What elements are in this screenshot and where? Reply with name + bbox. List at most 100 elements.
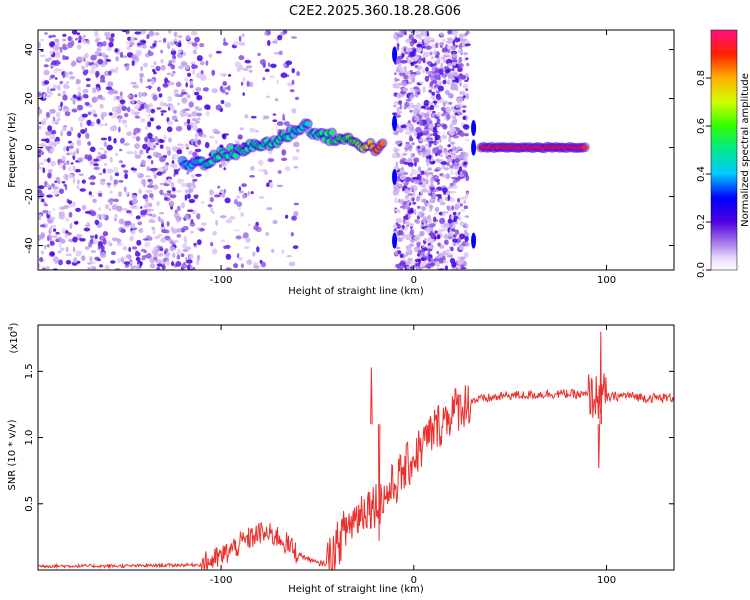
noise-speckle (185, 35, 191, 40)
noise-speckle (415, 33, 422, 39)
noise-speckle (214, 139, 218, 145)
noise-speckle (434, 230, 438, 234)
x-tick-label: 100 (597, 575, 616, 586)
noise-speckle (168, 200, 175, 207)
noise-speckle (115, 56, 120, 62)
noise-speckle (457, 198, 461, 203)
noise-speckle (407, 257, 413, 263)
snr-scale-label: (x104) (7, 322, 20, 353)
noise-speckle (447, 107, 451, 114)
noise-speckle (434, 169, 440, 172)
noise-speckle (195, 72, 202, 79)
noise-speckle (93, 113, 98, 118)
noise-speckle (456, 77, 459, 84)
noise-speckle (408, 222, 414, 227)
noise-speckle (65, 260, 72, 265)
noise-speckle (172, 239, 179, 243)
noise-speckle (282, 30, 288, 35)
noise-speckle (166, 180, 171, 185)
noise-speckle (154, 32, 160, 36)
noise-speckle (75, 37, 78, 41)
noise-speckle (95, 70, 100, 77)
noise-speckle (75, 207, 81, 212)
noise-speckle (187, 193, 191, 199)
noise-speckle (137, 263, 140, 268)
noise-speckle (156, 171, 163, 176)
noise-speckle (109, 174, 113, 182)
noise-speckle (401, 80, 407, 87)
noise-speckle (152, 229, 156, 235)
noise-speckle (140, 103, 145, 110)
noise-speckle (267, 40, 271, 46)
noise-speckle (405, 130, 412, 135)
noise-speckle (176, 254, 181, 260)
noise-speckle (42, 93, 46, 99)
noise-speckle (133, 127, 141, 134)
band-edge-mark (392, 232, 398, 249)
noise-speckle (446, 161, 450, 167)
noise-speckle (173, 174, 176, 177)
noise-speckle (436, 141, 440, 144)
noise-speckle (405, 56, 409, 62)
noise-speckle (101, 52, 107, 58)
noise-speckle (112, 90, 119, 95)
noise-speckle (240, 212, 245, 217)
noise-speckle (73, 257, 78, 264)
noise-speckle (428, 141, 432, 148)
noise-speckle (262, 77, 266, 81)
noise-speckle (167, 30, 172, 34)
noise-speckle (169, 194, 177, 199)
noise-speckle (439, 41, 444, 47)
noise-speckle (266, 182, 270, 188)
snr-scale-mantissa: (x10 (9, 331, 20, 354)
noise-speckle (185, 82, 188, 88)
noise-speckle (178, 167, 181, 171)
noise-speckle (259, 59, 266, 66)
noise-speckle (263, 115, 270, 120)
noise-speckle (51, 34, 56, 38)
noise-speckle (71, 108, 78, 113)
noise-speckle (91, 109, 97, 115)
noise-speckle (180, 253, 185, 257)
noise-speckle (396, 140, 403, 144)
noise-speckle (60, 247, 65, 251)
noise-speckle (294, 96, 300, 100)
noise-speckle (459, 91, 462, 95)
noise-speckle (47, 147, 50, 152)
noise-speckle (426, 133, 431, 139)
noise-speckle (426, 218, 432, 224)
noise-speckle (394, 77, 398, 83)
noise-speckle (420, 170, 425, 175)
noise-speckle (100, 154, 107, 160)
noise-speckle (197, 107, 203, 112)
noise-speckle (172, 187, 176, 192)
noise-speckle (222, 81, 228, 86)
noise-speckle (402, 87, 409, 92)
noise-speckle (54, 68, 61, 72)
noise-speckle (463, 52, 468, 56)
noise-speckle (111, 237, 119, 242)
noise-speckle (62, 33, 67, 37)
noise-speckle (65, 230, 69, 234)
noise-speckle (140, 206, 143, 209)
noise-speckle (135, 266, 140, 270)
noise-speckle (446, 37, 453, 41)
noise-speckle (89, 235, 95, 239)
noise-speckle (79, 250, 83, 256)
noise-speckle (426, 160, 430, 167)
noise-speckle (118, 126, 121, 133)
noise-speckle (269, 75, 275, 78)
noise-speckle (454, 204, 459, 211)
noise-speckle (228, 73, 232, 77)
noise-speckle (57, 179, 61, 185)
noise-speckle (439, 244, 445, 249)
noise-speckle (78, 173, 84, 176)
noise-speckle (49, 227, 53, 230)
colorbar-tick-label: 0.0 (696, 262, 707, 278)
noise-speckle (442, 101, 446, 107)
noise-speckle (400, 153, 404, 160)
noise-speckle (415, 218, 420, 225)
noise-speckle (407, 199, 411, 204)
noise-speckle (194, 46, 199, 50)
noise-speckle (393, 148, 400, 152)
